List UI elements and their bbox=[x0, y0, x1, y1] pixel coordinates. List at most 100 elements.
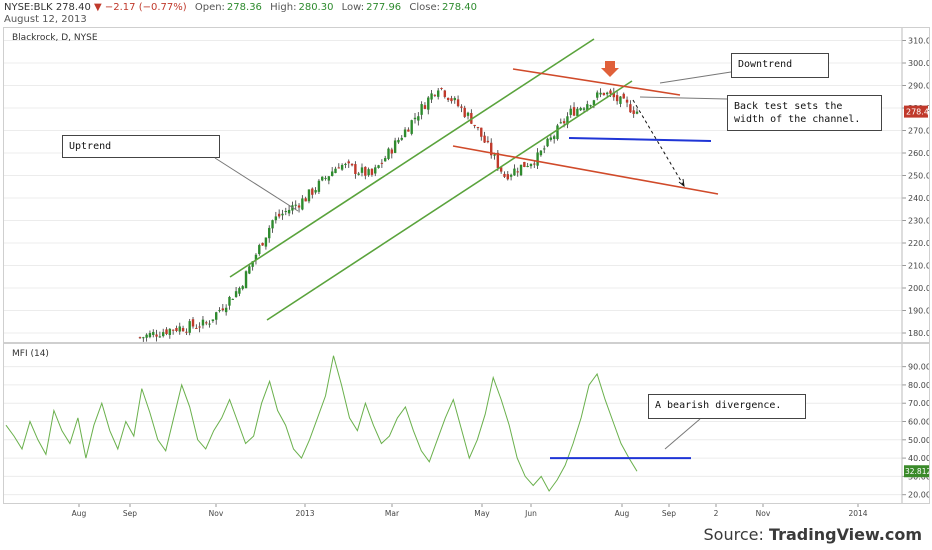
candle-body bbox=[466, 112, 470, 116]
candle-body bbox=[354, 164, 357, 174]
mfi-y-tick-label: 20.0000 bbox=[908, 491, 929, 500]
candle-body bbox=[476, 127, 480, 129]
low-value: 277.96 bbox=[366, 2, 402, 13]
candle-body bbox=[609, 90, 612, 94]
mfi-last-value-tag bbox=[904, 465, 930, 478]
price-y-tick-label: 270.0 bbox=[908, 127, 929, 136]
candle-body bbox=[148, 333, 152, 338]
price-chart-pane[interactable]: 180.0 190.0 200.0 210.0 220.0 230.0 240.0 250.0… bbox=[3, 27, 932, 343]
candle-body bbox=[228, 296, 231, 306]
candle-body bbox=[380, 162, 384, 164]
candle-body bbox=[582, 108, 586, 110]
candle-body bbox=[440, 87, 443, 89]
projection-arrowhead bbox=[678, 178, 685, 188]
last-price-label: 278.40 bbox=[906, 108, 929, 117]
mfi-y-tick-label: 70.0000 bbox=[908, 399, 929, 408]
price-pane-title: Blackrock, D, NYSE bbox=[12, 33, 98, 43]
candle-body bbox=[423, 105, 427, 109]
candle-body bbox=[526, 165, 529, 167]
candle-body bbox=[486, 140, 490, 143]
candle-body bbox=[569, 108, 572, 115]
candle-body bbox=[201, 319, 205, 326]
candle-body bbox=[417, 116, 420, 121]
price-y-tick-label: 290.0 bbox=[908, 82, 929, 91]
mfi-line bbox=[5, 355, 638, 492]
last-price: 278.40 bbox=[55, 2, 91, 13]
candle-body bbox=[155, 334, 158, 337]
symbol-header: NYSE:BLK 278.40 ▼ −2.17 (−0.77%) Open: 27… bbox=[4, 2, 477, 26]
projection-arrow-line bbox=[632, 99, 685, 187]
source-name: TradingView.com bbox=[768, 525, 922, 544]
last-price-tag bbox=[904, 105, 928, 118]
mfi-chart-pane[interactable]: 20.000030.000040.000050.000060.000070.00… bbox=[3, 343, 932, 504]
candle-body bbox=[221, 308, 225, 311]
close-label: Close: bbox=[409, 2, 440, 13]
candle-body bbox=[188, 321, 191, 333]
candle-body bbox=[258, 245, 261, 255]
candle-body bbox=[191, 319, 195, 327]
price-y-tick-label: 300.0 bbox=[908, 59, 929, 68]
candle-body bbox=[576, 108, 579, 116]
candle-body bbox=[509, 174, 513, 177]
candle-body bbox=[277, 213, 281, 217]
candle-body bbox=[337, 167, 340, 169]
candle-body bbox=[171, 329, 175, 331]
source-credit[interactable]: Source: TradingView.com bbox=[704, 525, 922, 544]
candle-body bbox=[493, 154, 496, 156]
x-tick-label: May bbox=[474, 509, 490, 518]
price-y-tick-label: 250.0 bbox=[908, 172, 929, 181]
candle-body bbox=[181, 327, 185, 332]
price-y-tick-label: 220.0 bbox=[908, 239, 929, 248]
candle-body bbox=[274, 216, 278, 221]
open-value: 278.36 bbox=[226, 2, 262, 13]
candle-body bbox=[443, 90, 447, 97]
uptrend-callout: Uptrend bbox=[62, 135, 220, 158]
candle-body bbox=[506, 174, 509, 180]
candle-body bbox=[218, 310, 221, 312]
candle-body bbox=[271, 220, 274, 229]
candle-body bbox=[390, 149, 394, 154]
candle-body bbox=[437, 90, 440, 97]
candle-body bbox=[625, 99, 629, 103]
candle-body bbox=[231, 298, 234, 300]
x-tick-label: Mar bbox=[385, 509, 400, 518]
downtrend-callout: Downtrend bbox=[731, 53, 829, 78]
x-tick-label: 2 bbox=[714, 509, 719, 518]
x-tick-label: 2014 bbox=[848, 509, 867, 518]
candle-body bbox=[350, 163, 354, 166]
candle-body bbox=[158, 336, 162, 338]
candle-body bbox=[301, 198, 304, 210]
candle-body bbox=[195, 327, 198, 329]
candle-body bbox=[456, 99, 460, 107]
mfi-chart[interactable]: 20.000030.000040.000050.000060.000070.00… bbox=[4, 344, 932, 503]
candle-body bbox=[152, 331, 155, 335]
candle-body bbox=[596, 92, 599, 98]
source-prefix: Source: bbox=[703, 525, 769, 544]
divergence-callout: A bearish divergence. bbox=[648, 394, 806, 419]
x-tick-label: Nov bbox=[209, 509, 224, 518]
candle-body bbox=[549, 137, 553, 140]
candle-body bbox=[311, 188, 314, 195]
candle-body bbox=[294, 204, 297, 206]
uptrend-upper-line bbox=[229, 38, 595, 278]
candle-body bbox=[430, 93, 433, 100]
candle-body bbox=[599, 92, 602, 95]
candle-body bbox=[503, 173, 506, 177]
candle-body bbox=[589, 105, 592, 107]
candle-body bbox=[224, 307, 228, 313]
x-tick-label: Sep bbox=[662, 509, 676, 518]
downtrend-lower-line bbox=[452, 145, 719, 195]
candle-body bbox=[261, 242, 264, 246]
candle-body bbox=[397, 139, 400, 143]
candle-body bbox=[244, 271, 248, 289]
backtest-callout: Back test sets the width of the channel. bbox=[727, 95, 882, 131]
candle-body bbox=[413, 117, 417, 120]
candle-body bbox=[552, 136, 556, 139]
candle-body bbox=[546, 138, 549, 147]
candle-body bbox=[324, 177, 327, 179]
time-axis: Aug Sep Nov 2013 Mar May Jun Aug Sep 2 Nov 2014 bbox=[72, 504, 868, 518]
candle-body bbox=[377, 165, 380, 168]
candle-body bbox=[238, 288, 241, 294]
candle-body bbox=[446, 97, 450, 100]
header-date: August 12, 2013 bbox=[4, 14, 87, 25]
